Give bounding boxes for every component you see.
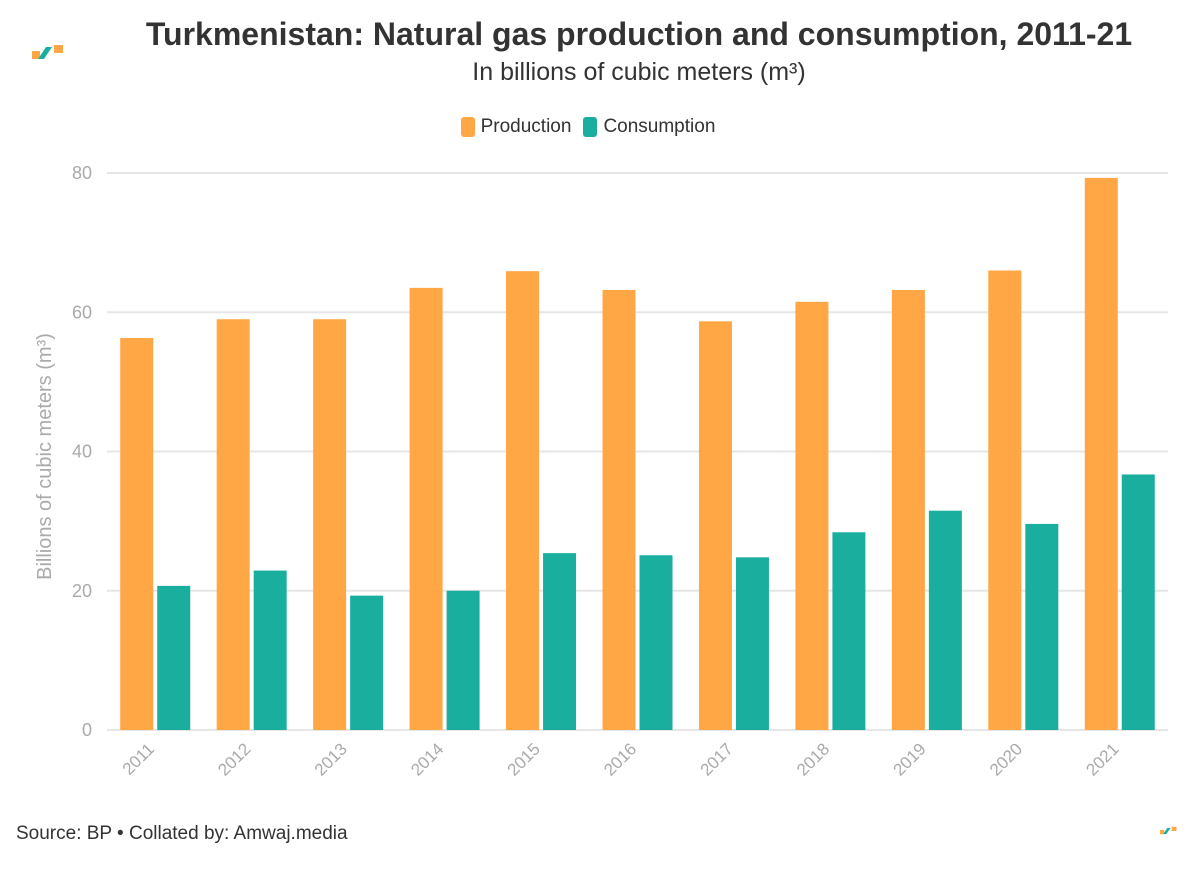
y-tick-label: 0 <box>82 720 92 740</box>
consumption-bar <box>1121 474 1155 730</box>
production-bar <box>795 301 829 730</box>
production-bar <box>313 319 347 730</box>
x-tick-label: 2012 <box>214 739 254 779</box>
y-tick-label: 60 <box>72 302 92 322</box>
x-tick-label: 2016 <box>600 739 640 779</box>
y-tick-label: 40 <box>72 442 92 462</box>
legend-swatch-production <box>460 117 475 137</box>
production-bar <box>891 289 925 730</box>
production-bar <box>602 289 636 730</box>
x-tick-label: 2019 <box>890 739 930 779</box>
consumption-bar <box>639 555 673 730</box>
consumption-bar <box>832 532 866 730</box>
legend-item-consumption[interactable]: Consumption <box>583 116 715 138</box>
consumption-bar <box>543 553 577 730</box>
chart-title: Turkmenistan: Natural gas production and… <box>145 16 1133 52</box>
amwaj-small-logo-icon <box>1160 826 1177 835</box>
chart-subtitle: In billions of cubic meters (m³) <box>472 58 806 86</box>
bar-chart: 0 20 40 60 80 Billions of cubic meters (m³) 20… <box>34 163 1168 780</box>
legend-label-consumption: Consumption <box>603 116 716 137</box>
amwaj-logo-icon <box>32 45 63 59</box>
y-tick-label: 80 <box>72 163 92 183</box>
x-tick-label: 2018 <box>793 739 833 779</box>
production-bar <box>988 270 1022 730</box>
x-tick-label: 2020 <box>986 739 1026 779</box>
x-tick-label: 2011 <box>119 739 158 778</box>
x-tick-label: 2015 <box>504 739 544 779</box>
consumption-bar <box>253 570 287 730</box>
x-tick-label: 2017 <box>697 739 737 779</box>
production-bar <box>216 319 250 730</box>
production-bar <box>1084 177 1118 730</box>
consumption-bar <box>735 557 769 730</box>
production-bar <box>506 271 540 730</box>
production-bar <box>120 338 154 730</box>
production-bar <box>698 321 732 730</box>
y-axis-title: Billions of cubic meters (m³) <box>34 333 56 580</box>
source-footer: Source: BP • Collated by: Amwaj.media <box>16 823 348 844</box>
consumption-bar <box>1025 523 1059 730</box>
consumption-bar <box>157 585 191 730</box>
y-tick-label: 20 <box>72 581 92 601</box>
legend-label-production: Production <box>480 116 572 137</box>
legend-item-production[interactable]: Production <box>460 116 572 138</box>
x-tick-label: 2014 <box>407 739 447 779</box>
consumption-bar <box>928 510 962 730</box>
consumption-bar <box>350 595 384 730</box>
legend-swatch-consumption <box>583 117 598 137</box>
production-bar <box>409 287 443 730</box>
consumption-bar <box>446 590 480 730</box>
x-tick-label: 2013 <box>311 739 351 779</box>
x-tick-label: 2021 <box>1082 739 1122 779</box>
chart-legend: Production Consumption <box>0 116 1176 138</box>
